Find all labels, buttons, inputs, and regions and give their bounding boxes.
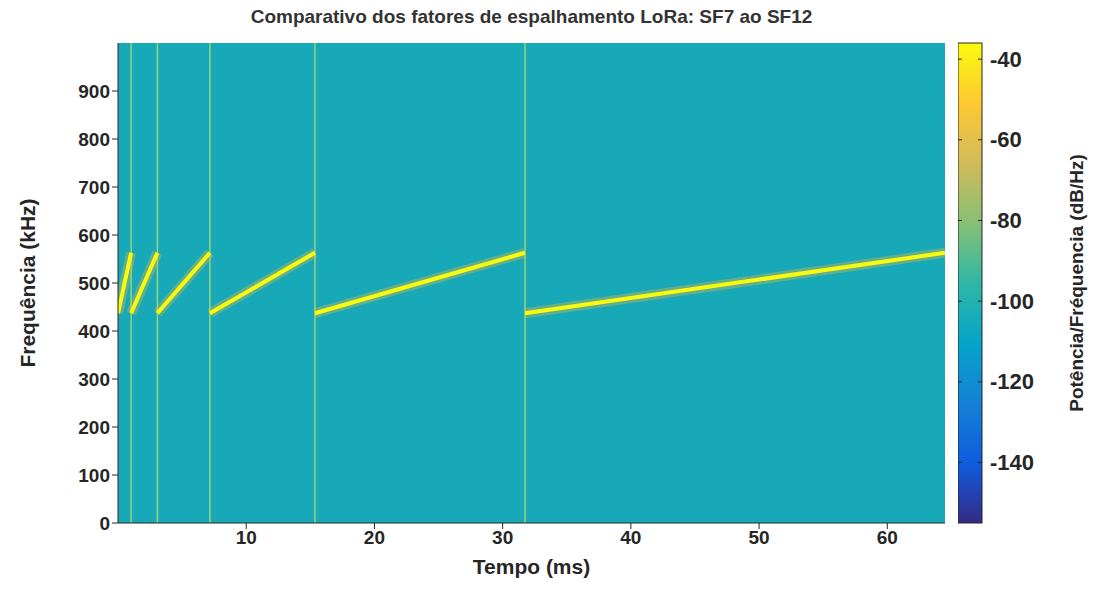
svg-text:400: 400 [78,321,110,342]
svg-text:40: 40 [620,527,641,548]
svg-text:900: 900 [78,81,110,102]
svg-text:30: 30 [492,527,513,548]
svg-text:800: 800 [78,129,110,150]
svg-text:600: 600 [78,225,110,246]
svg-text:50: 50 [749,527,770,548]
svg-text:-140: -140 [990,450,1034,475]
svg-text:300: 300 [78,369,110,390]
svg-text:700: 700 [78,177,110,198]
svg-text:-120: -120 [990,369,1034,394]
svg-text:200: 200 [78,417,110,438]
svg-text:-60: -60 [990,127,1022,152]
svg-text:Potência/Fréquencia (dB/Hz): Potência/Fréquencia (dB/Hz) [1066,154,1087,412]
svg-text:10: 10 [236,527,257,548]
svg-text:100: 100 [78,465,110,486]
html-text:Comparativo dos fatores de esp: Comparativo dos fatores de espalhamento … [250,6,813,27]
svg-text:-40: -40 [990,47,1022,72]
html-text:Tempo (ms): Tempo (ms) [472,555,591,578]
svg-text:20: 20 [364,527,385,548]
svg-text:60: 60 [877,527,898,548]
svg-text:0: 0 [99,513,110,534]
svg-text:-80: -80 [990,208,1022,233]
html-text:Frequência (kHz): Frequência (kHz) [16,198,39,368]
svg-text:-100: -100 [990,289,1034,314]
svg-text:500: 500 [78,273,110,294]
